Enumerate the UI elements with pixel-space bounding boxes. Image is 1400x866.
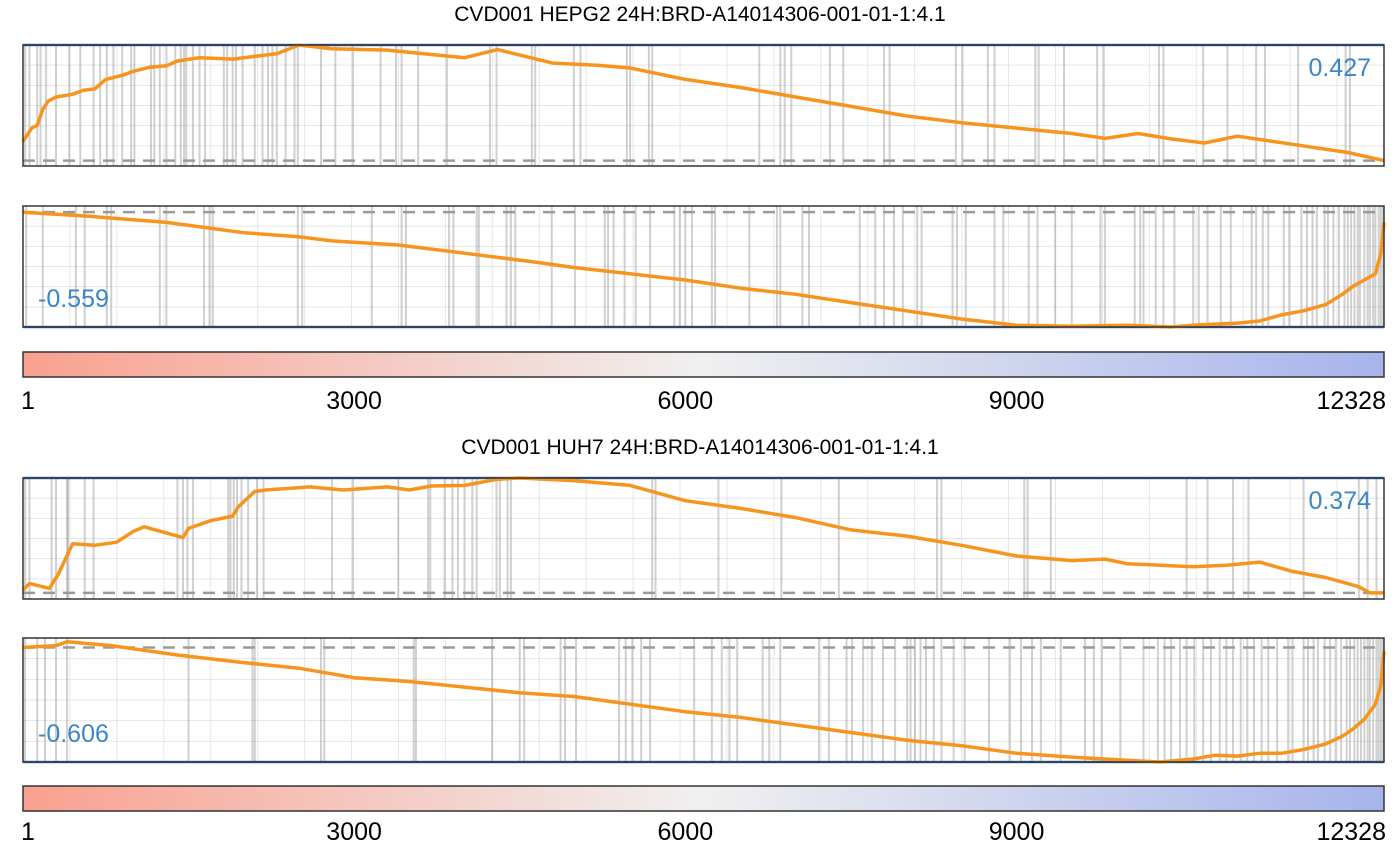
score-label: 0.427 bbox=[1308, 54, 1371, 82]
x-tick-label: 12328 bbox=[1316, 387, 1386, 415]
x-tick-label: 6000 bbox=[657, 818, 714, 846]
chart-title: CVD001 HEPG2 24H:BRD-A14014306-001-01-1:… bbox=[454, 3, 946, 26]
panel-frame bbox=[22, 637, 1385, 763]
x-tick-label: 1 bbox=[21, 818, 35, 846]
panel-frame bbox=[22, 44, 1385, 167]
x-tick-label: 1 bbox=[21, 387, 35, 415]
x-tick-label: 9000 bbox=[988, 387, 1045, 415]
x-tick-label: 3000 bbox=[326, 818, 382, 846]
score-label: 0.374 bbox=[1308, 487, 1371, 515]
enrichment-curve bbox=[22, 640, 1386, 764]
x-tick-label: 12328 bbox=[1316, 818, 1386, 846]
score-label: -0.559 bbox=[38, 285, 109, 313]
enrichment-curve bbox=[21, 43, 1385, 163]
rank-colorbar bbox=[22, 351, 1385, 378]
x-tick-label: 6000 bbox=[657, 387, 714, 415]
enrichment-curve bbox=[21, 476, 1384, 595]
panel-frame bbox=[22, 477, 1385, 600]
enrichment-curve bbox=[22, 210, 1386, 329]
chart-title: CVD001 HUH7 24H:BRD-A14014306-001-01-1:4… bbox=[461, 436, 939, 459]
panel-frame bbox=[22, 205, 1385, 328]
score-label: -0.606 bbox=[38, 720, 109, 748]
x-tick-label: 9000 bbox=[988, 818, 1045, 846]
rank-colorbar bbox=[22, 785, 1385, 812]
x-tick-label: 3000 bbox=[326, 387, 382, 415]
